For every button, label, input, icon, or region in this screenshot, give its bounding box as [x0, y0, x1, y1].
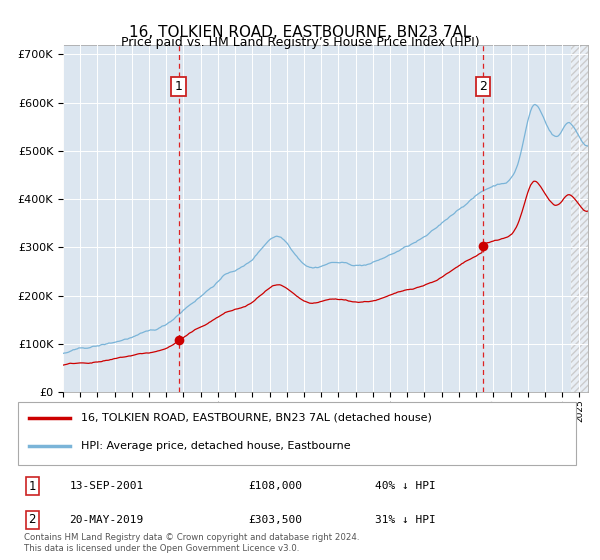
Polygon shape — [571, 45, 588, 392]
FancyBboxPatch shape — [18, 402, 577, 465]
Text: 2: 2 — [28, 514, 36, 526]
Text: HPI: Average price, detached house, Eastbourne: HPI: Average price, detached house, East… — [81, 441, 351, 451]
Text: 13-SEP-2001: 13-SEP-2001 — [70, 481, 144, 491]
Text: 16, TOLKIEN ROAD, EASTBOURNE, BN23 7AL (detached house): 16, TOLKIEN ROAD, EASTBOURNE, BN23 7AL (… — [81, 413, 432, 423]
Text: 2: 2 — [479, 80, 487, 93]
Text: 1: 1 — [28, 480, 36, 493]
Text: 31% ↓ HPI: 31% ↓ HPI — [375, 515, 436, 525]
Text: 16, TOLKIEN ROAD, EASTBOURNE, BN23 7AL: 16, TOLKIEN ROAD, EASTBOURNE, BN23 7AL — [129, 25, 471, 40]
Text: £303,500: £303,500 — [248, 515, 302, 525]
Text: 1: 1 — [175, 80, 182, 93]
Text: £108,000: £108,000 — [248, 481, 302, 491]
Text: 20-MAY-2019: 20-MAY-2019 — [70, 515, 144, 525]
Text: 40% ↓ HPI: 40% ↓ HPI — [375, 481, 436, 491]
Text: Contains HM Land Registry data © Crown copyright and database right 2024.
This d: Contains HM Land Registry data © Crown c… — [23, 534, 359, 553]
Text: Price paid vs. HM Land Registry’s House Price Index (HPI): Price paid vs. HM Land Registry’s House … — [121, 36, 479, 49]
